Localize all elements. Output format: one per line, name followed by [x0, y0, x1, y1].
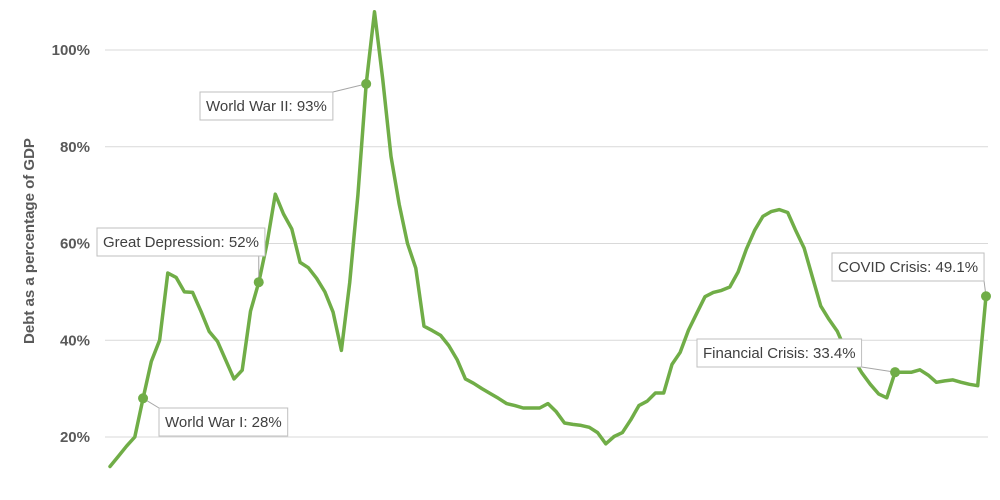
annotation: World War I: 28% [138, 393, 289, 437]
y-axis-title: Debt as a percentage of GDP [21, 138, 38, 344]
annotation-label: World War II: 93% [206, 98, 327, 115]
y-tick-label: 40% [60, 332, 90, 349]
annotation-marker [361, 78, 372, 89]
annotation: COVID Crisis: 49.1% [831, 252, 991, 302]
annotation-label: COVID Crisis: 49.1% [838, 259, 978, 276]
annotation-marker [890, 367, 901, 378]
annotation-box [831, 252, 985, 282]
annotation-label: Financial Crisis: 33.4% [703, 345, 856, 362]
series-line [108, 10, 988, 469]
annotation: Financial Crisis: 33.4% [696, 338, 901, 378]
annotation-marker [981, 291, 991, 302]
annotations: World War I: 28% Great Depression: 52% Wor… [96, 78, 991, 437]
annotation-marker [138, 393, 149, 404]
annotation-label: World War I: 28% [165, 414, 282, 431]
y-tick-label: 100% [52, 42, 90, 59]
y-axis-tick-labels: 20% 40% 60% 80% 100% [52, 42, 90, 446]
annotation-box [199, 91, 334, 121]
annotation: World War II: 93% [199, 78, 372, 121]
y-tick-label: 20% [60, 429, 90, 446]
annotation: Great Depression: 52% [96, 227, 266, 288]
annotation-marker [253, 277, 264, 288]
annotation-box [96, 227, 266, 257]
annotation-label: Great Depression: 52% [103, 234, 259, 251]
annotation-leader [861, 366, 896, 373]
annotation-box [158, 407, 289, 437]
annotation-leader [332, 83, 367, 93]
annotation-box [696, 338, 863, 368]
y-tick-label: 80% [60, 139, 90, 156]
y-tick-label: 60% [60, 236, 90, 253]
